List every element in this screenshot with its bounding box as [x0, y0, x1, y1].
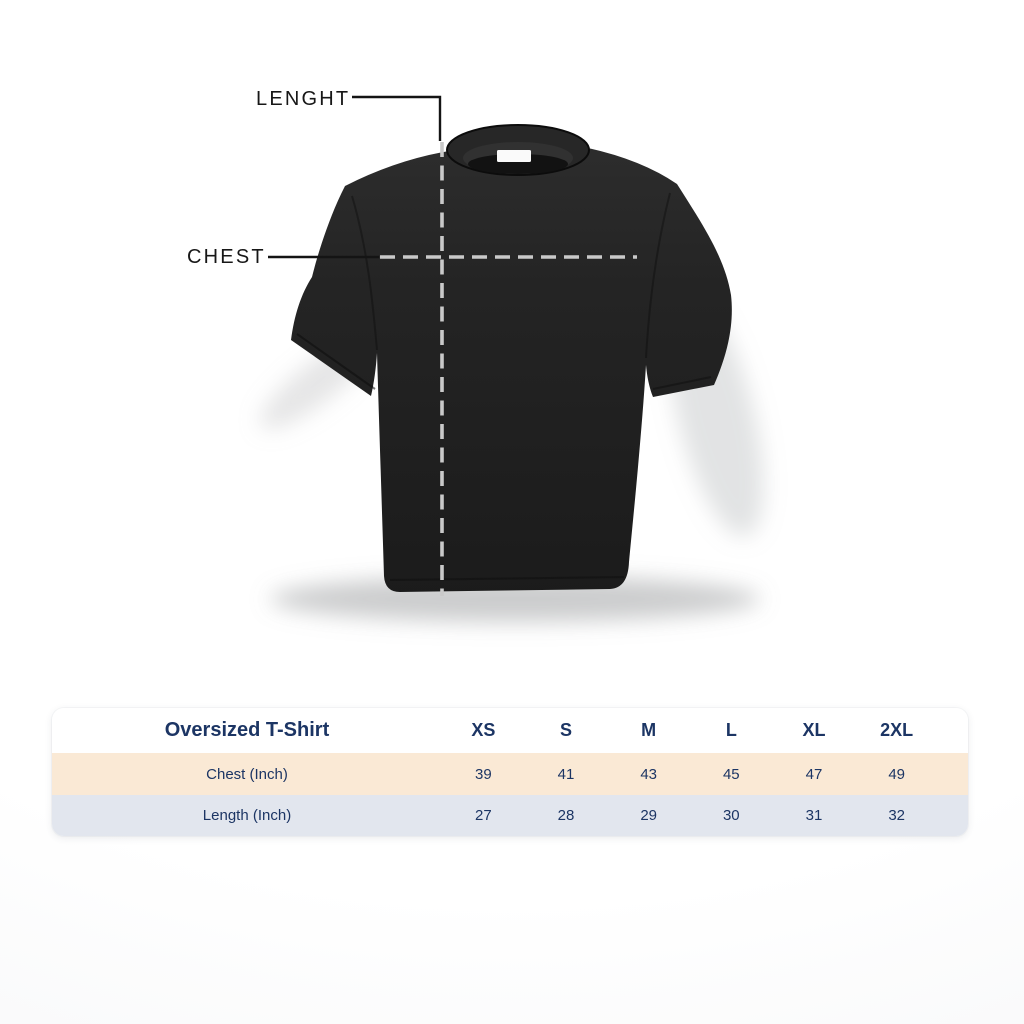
chest-value: 47 — [805, 765, 823, 783]
size-header-xl: XL — [802, 720, 826, 740]
neck-tag — [497, 150, 531, 162]
collar-opening-shadow — [468, 154, 568, 174]
chest-value: 43 — [640, 765, 657, 783]
length-row: Length (Inch) 27 28 29 30 31 32 — [52, 795, 968, 836]
hem-seam — [389, 576, 625, 581]
chest-value: 45 — [722, 765, 740, 783]
length-value: 28 — [557, 807, 575, 824]
collar — [446, 124, 590, 176]
length-value: 31 — [805, 807, 823, 824]
chest-label: CHEST — [187, 246, 266, 268]
size-header-l: L — [725, 720, 737, 740]
row-label-chest: Chest (Inch) — [206, 765, 288, 783]
tshirt-body — [291, 134, 732, 593]
chest-value: 41 — [557, 765, 575, 783]
length-value: 29 — [640, 807, 657, 824]
size-header-xs: XS — [471, 720, 496, 740]
length-value: 27 — [474, 807, 492, 824]
size-header-m: M — [641, 720, 657, 740]
right-cuff-seam — [652, 376, 712, 390]
size-chart: Oversized T-Shirt XS S M L XL 2XL Chest … — [52, 708, 968, 836]
chest-value: 39 — [474, 765, 492, 783]
size-header-s: S — [559, 720, 572, 740]
row-label-length: Length (Inch) — [202, 807, 292, 824]
length-value: 32 — [888, 807, 905, 824]
length-label: LENGHT — [256, 88, 351, 110]
left-cuff-seam — [296, 333, 376, 390]
tshirt-measurement-diagram: LENGHT CHEST — [187, 88, 764, 622]
length-value: 30 — [722, 807, 740, 824]
product-name: Oversized T-Shirt — [164, 719, 330, 741]
length-pointer-line — [352, 95, 442, 141]
size-chart-header-row: Oversized T-Shirt XS S M L XL 2XL — [52, 708, 968, 753]
chest-value: 49 — [888, 765, 905, 783]
size-header-2xl: 2XL — [880, 720, 914, 740]
right-armhole-seam — [645, 192, 671, 359]
chest-row: Chest (Inch) 39 41 43 45 47 49 — [52, 753, 968, 795]
tshirt-illustration — [259, 95, 764, 622]
left-armhole-seam — [351, 195, 378, 351]
